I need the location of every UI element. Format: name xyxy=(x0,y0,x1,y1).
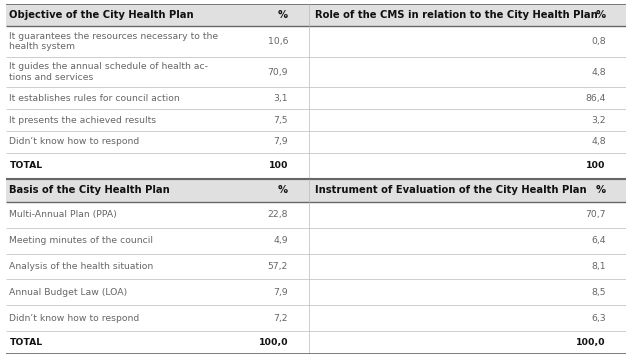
Text: It presents the achieved results: It presents the achieved results xyxy=(9,116,157,125)
Text: Objective of the City Health Plan: Objective of the City Health Plan xyxy=(9,10,194,20)
Text: Role of the CMS in relation to the City Health Plan: Role of the CMS in relation to the City … xyxy=(315,10,598,20)
Bar xyxy=(6,4,626,26)
Text: 4,8: 4,8 xyxy=(591,137,606,146)
Text: %: % xyxy=(278,10,288,20)
Text: TOTAL: TOTAL xyxy=(9,161,42,170)
Text: 86,4: 86,4 xyxy=(585,94,606,103)
Text: 7,9: 7,9 xyxy=(274,288,288,297)
Text: %: % xyxy=(596,185,606,195)
Text: 10,6: 10,6 xyxy=(267,37,288,46)
Text: Instrument of Evaluation of the City Health Plan: Instrument of Evaluation of the City Hea… xyxy=(315,185,587,195)
Text: 4,8: 4,8 xyxy=(591,68,606,77)
Text: 6,4: 6,4 xyxy=(591,236,606,245)
Text: Multi-Annual Plan (PPA): Multi-Annual Plan (PPA) xyxy=(9,210,117,219)
Text: Analysis of the health situation: Analysis of the health situation xyxy=(9,262,154,271)
Text: %: % xyxy=(278,185,288,195)
Text: It guides the annual schedule of health ac-
tions and services: It guides the annual schedule of health … xyxy=(9,62,209,82)
Text: 7,5: 7,5 xyxy=(274,116,288,125)
Text: It guarantees the resources necessary to the
health system: It guarantees the resources necessary to… xyxy=(9,32,219,51)
Text: 57,2: 57,2 xyxy=(268,262,288,271)
Text: 4,9: 4,9 xyxy=(274,236,288,245)
Text: 8,1: 8,1 xyxy=(591,262,606,271)
Text: Didn’t know how to respond: Didn’t know how to respond xyxy=(9,137,140,146)
Text: 100: 100 xyxy=(586,161,606,170)
Text: TOTAL: TOTAL xyxy=(9,338,42,347)
Bar xyxy=(6,179,626,202)
Text: Meeting minutes of the council: Meeting minutes of the council xyxy=(9,236,154,245)
Text: 3,1: 3,1 xyxy=(274,94,288,103)
Text: 7,2: 7,2 xyxy=(274,314,288,323)
Text: 100,0: 100,0 xyxy=(576,338,606,347)
Text: 0,8: 0,8 xyxy=(591,37,606,46)
Text: 70,9: 70,9 xyxy=(267,68,288,77)
Text: 70,7: 70,7 xyxy=(585,210,606,219)
Text: It establishes rules for council action: It establishes rules for council action xyxy=(9,94,180,103)
Text: 100: 100 xyxy=(269,161,288,170)
Text: 6,3: 6,3 xyxy=(591,314,606,323)
Text: Basis of the City Health Plan: Basis of the City Health Plan xyxy=(9,185,170,195)
Text: Didn’t know how to respond: Didn’t know how to respond xyxy=(9,314,140,323)
Text: 7,9: 7,9 xyxy=(274,137,288,146)
Text: %: % xyxy=(596,10,606,20)
Text: Annual Budget Law (LOA): Annual Budget Law (LOA) xyxy=(9,288,128,297)
Text: 22,8: 22,8 xyxy=(267,210,288,219)
Text: 100,0: 100,0 xyxy=(258,338,288,347)
Text: 8,5: 8,5 xyxy=(592,288,606,297)
Text: 3,2: 3,2 xyxy=(591,116,606,125)
